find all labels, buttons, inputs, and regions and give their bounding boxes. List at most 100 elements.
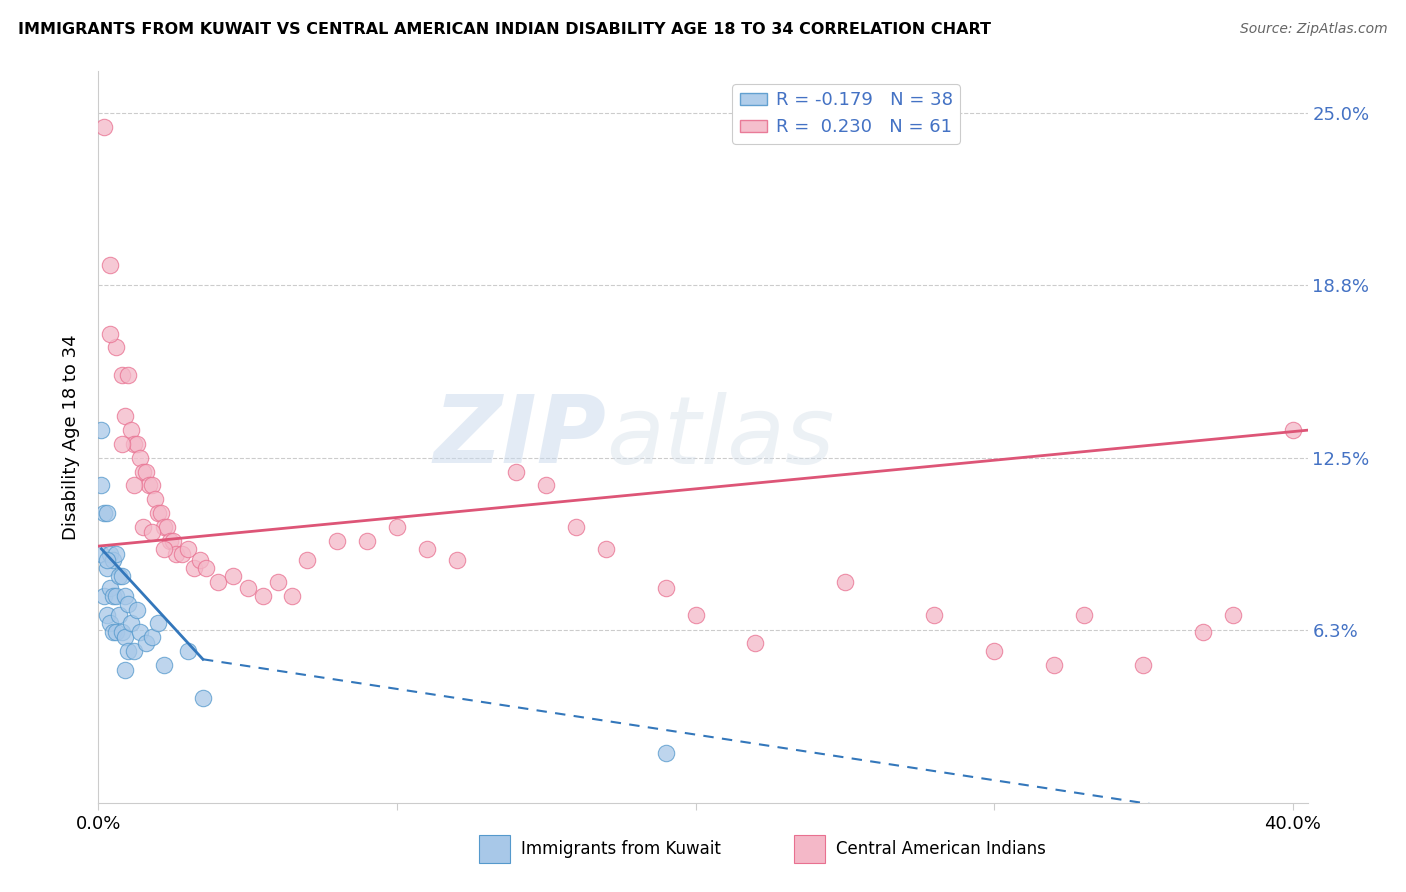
Point: [924, 608, 946, 623]
Point: [188, 553, 211, 567]
Point: [135, 636, 157, 650]
Point: [111, 624, 134, 639]
Point: [744, 636, 766, 650]
Point: [108, 569, 131, 583]
Point: [129, 450, 152, 465]
Y-axis label: Disability Age 18 to 34: Disability Age 18 to 34: [62, 334, 80, 540]
Point: [146, 616, 169, 631]
Point: [103, 553, 125, 567]
Point: [111, 569, 134, 583]
Point: [103, 589, 125, 603]
Point: [114, 409, 136, 424]
Point: [252, 589, 274, 603]
Text: Source: ZipAtlas.com: Source: ZipAtlas.com: [1240, 22, 1388, 37]
Point: [105, 624, 128, 639]
Point: [1073, 608, 1095, 623]
Point: [146, 506, 169, 520]
Point: [114, 630, 136, 644]
Point: [98, 326, 121, 341]
Point: [127, 437, 149, 451]
Point: [96, 553, 118, 567]
Point: [159, 533, 181, 548]
Point: [138, 478, 160, 492]
Point: [183, 561, 205, 575]
Point: [105, 340, 128, 354]
Point: [120, 616, 142, 631]
Point: [565, 520, 588, 534]
Point: [194, 561, 217, 575]
Point: [297, 553, 319, 567]
Point: [236, 581, 259, 595]
Point: [122, 437, 145, 451]
Text: Immigrants from Kuwait: Immigrants from Kuwait: [522, 840, 721, 858]
Point: [834, 574, 856, 589]
Point: [117, 597, 139, 611]
Point: [685, 608, 707, 623]
Point: [326, 533, 349, 548]
Point: [108, 608, 131, 623]
Point: [177, 644, 200, 658]
Point: [93, 120, 115, 134]
Point: [96, 608, 118, 623]
Point: [156, 520, 179, 534]
Point: [114, 663, 136, 677]
Point: [93, 589, 115, 603]
Point: [141, 478, 163, 492]
Point: [114, 589, 136, 603]
Point: [983, 644, 1005, 658]
Point: [191, 690, 214, 705]
Point: [117, 368, 139, 382]
Text: Central American Indians: Central American Indians: [835, 840, 1046, 858]
Point: [135, 465, 157, 479]
Point: [117, 644, 139, 658]
Point: [98, 258, 121, 272]
Point: [1132, 657, 1154, 672]
Point: [165, 548, 187, 562]
Point: [96, 506, 118, 520]
Point: [120, 423, 142, 437]
Point: [222, 569, 245, 583]
Point: [281, 589, 304, 603]
Point: [105, 589, 128, 603]
Point: [141, 630, 163, 644]
Point: [153, 520, 176, 534]
Point: [132, 465, 155, 479]
Point: [654, 581, 676, 595]
Point: [122, 478, 145, 492]
Point: [153, 541, 176, 556]
Point: [98, 616, 121, 631]
Point: [654, 746, 676, 760]
Point: [416, 541, 439, 556]
Point: [595, 541, 617, 556]
Point: [122, 644, 145, 658]
Point: [1222, 608, 1244, 623]
Point: [266, 574, 288, 589]
Point: [105, 548, 128, 562]
Point: [111, 368, 134, 382]
Point: [207, 574, 229, 589]
Point: [129, 624, 152, 639]
Point: [1043, 657, 1066, 672]
Point: [98, 581, 121, 595]
Point: [127, 602, 149, 616]
Point: [93, 506, 115, 520]
Point: [177, 541, 200, 556]
Point: [143, 492, 166, 507]
Point: [1281, 423, 1303, 437]
Point: [356, 533, 378, 548]
Point: [96, 561, 118, 575]
Point: [90, 478, 112, 492]
Point: [385, 520, 408, 534]
Point: [141, 525, 163, 540]
Text: ZIP: ZIP: [433, 391, 606, 483]
Text: IMMIGRANTS FROM KUWAIT VS CENTRAL AMERICAN INDIAN DISABILITY AGE 18 TO 34 CORREL: IMMIGRANTS FROM KUWAIT VS CENTRAL AMERIC…: [18, 22, 991, 37]
Point: [98, 548, 121, 562]
Point: [505, 465, 527, 479]
Point: [536, 478, 558, 492]
Legend: R = -0.179   N = 38, R =  0.230   N = 61: R = -0.179 N = 38, R = 0.230 N = 61: [733, 84, 960, 144]
Point: [132, 520, 155, 534]
Point: [153, 657, 176, 672]
Point: [162, 533, 184, 548]
Point: [90, 423, 112, 437]
Text: atlas: atlas: [606, 392, 835, 483]
